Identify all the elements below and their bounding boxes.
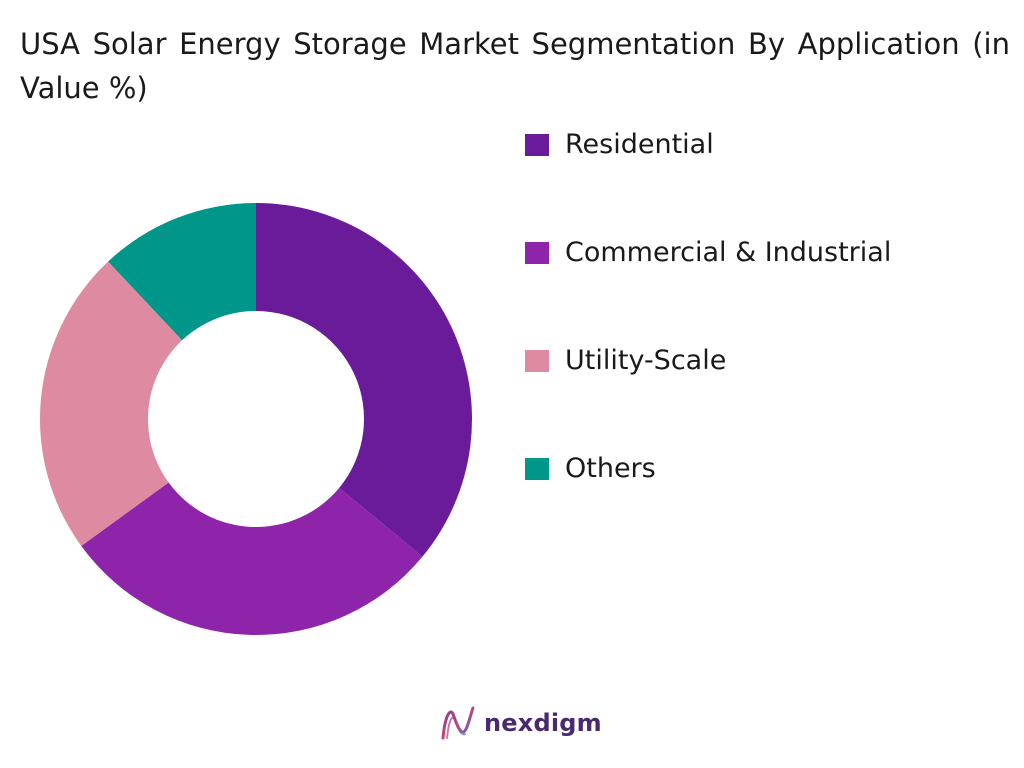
nexdigm-wave-icon	[441, 706, 475, 740]
slice-commercial-industrial	[81, 482, 423, 635]
slice-utility-scale	[39, 261, 183, 546]
legend-label-commercial-industrial: Commercial & Industrial	[565, 237, 892, 268]
slice-others	[108, 203, 257, 341]
donut-slices	[39, 203, 472, 635]
legend-swatch-residential	[525, 134, 549, 156]
brand-name: nexdigm	[484, 709, 602, 737]
legend-item-others: Others	[525, 452, 656, 486]
slice-residential	[256, 203, 472, 557]
legend-swatch-utility-scale	[525, 350, 549, 372]
legend-swatch-others	[525, 458, 549, 480]
legend-swatch-commercial-industrial	[525, 242, 549, 264]
legend-item-residential: Residential	[525, 128, 714, 162]
legend-label-utility-scale: Utility-Scale	[565, 345, 727, 376]
brand-logo: nexdigm	[440, 704, 602, 742]
chart-title: USA Solar Energy Storage Market Segmenta…	[20, 27, 1010, 105]
legend-item-commercial-industrial: Commercial & Industrial	[525, 236, 891, 270]
legend-label-residential: Residential	[565, 129, 714, 160]
legend-label-others: Others	[565, 453, 656, 484]
legend-item-utility-scale: Utility-Scale	[525, 344, 726, 378]
